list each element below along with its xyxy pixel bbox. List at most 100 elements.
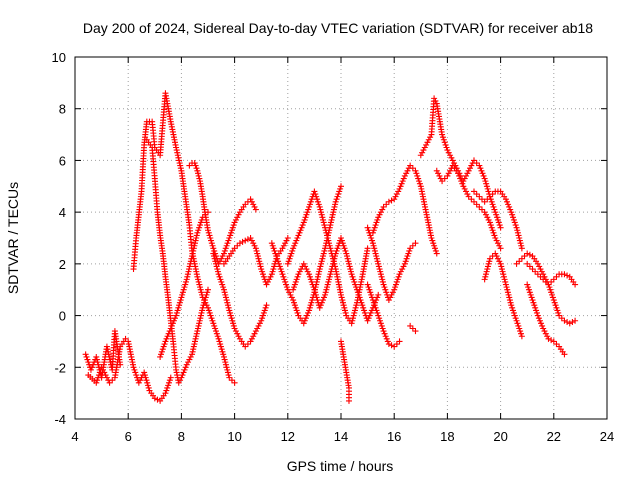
data-point-interp [285, 258, 292, 265]
data-point-interp [489, 201, 496, 208]
data-point-interp [269, 268, 276, 275]
data-point-interp [250, 333, 257, 340]
data-point-interp [536, 263, 543, 270]
data-point-interp [182, 364, 189, 371]
data-point [252, 245, 259, 252]
data-point-interp [195, 227, 202, 234]
data-point-interp [317, 206, 324, 213]
data-point-interp [191, 242, 198, 249]
data-point-interp [493, 211, 500, 218]
data-point-interp [195, 170, 202, 177]
data-point [375, 260, 382, 267]
data-point-interp [297, 227, 304, 234]
data-point-interp [532, 268, 539, 275]
data-point-interp [334, 193, 341, 200]
data-point-interp [330, 206, 337, 213]
data-point [380, 328, 387, 335]
data-point [364, 224, 371, 231]
data-point-interp [275, 260, 282, 267]
data-point-interp [163, 387, 170, 394]
data-point-interp [532, 304, 539, 311]
data-point-interp [259, 268, 266, 275]
data-point-interp [193, 165, 200, 172]
data-point-interp [212, 325, 219, 332]
data-point [561, 317, 568, 324]
data-point-interp [337, 185, 344, 192]
data-point-interp [415, 175, 422, 182]
data-point-interp [510, 307, 517, 314]
data-point [175, 379, 182, 386]
data-point-interp [365, 315, 372, 322]
data-point-interp [244, 236, 251, 243]
data-point-interp [102, 372, 109, 379]
data-point-interp [251, 203, 258, 210]
data-point [220, 353, 227, 360]
data-point-interp [376, 266, 383, 273]
data-point-interp [176, 302, 183, 309]
data-point [226, 374, 233, 381]
data-point-interp [166, 328, 173, 335]
data-point [471, 198, 477, 205]
data-point-interp [168, 322, 175, 329]
data-point-interp [192, 335, 199, 342]
data-point-interp [494, 240, 501, 247]
data-point-interp [548, 289, 555, 296]
data-point [481, 209, 488, 216]
data-point-interp [335, 242, 342, 249]
data-point-interp [440, 136, 447, 143]
data-point-interp [314, 196, 321, 203]
data-point-interp [323, 286, 330, 293]
data-point [98, 364, 105, 371]
data-point-interp [280, 242, 287, 249]
data-point-interp [315, 201, 322, 208]
data-point-interp [131, 366, 138, 373]
data-point-interp [193, 330, 200, 337]
data-point [82, 351, 89, 358]
data-point-interp [325, 278, 332, 285]
data-point [513, 317, 520, 324]
data-point-interp [447, 152, 454, 159]
data-point-interp [222, 361, 229, 368]
data-point-interp [328, 266, 335, 273]
data-point-interp [331, 203, 338, 210]
data-point-interp [196, 317, 203, 324]
data-point-interp [298, 266, 305, 273]
data-point [561, 351, 568, 358]
data-point-interp [459, 180, 466, 187]
data-point-interp [510, 214, 517, 221]
y-tick-label: 6 [59, 153, 66, 168]
data-point [518, 333, 525, 340]
data-point-interp [209, 242, 216, 249]
data-point-interp [389, 289, 396, 296]
data-point-interp [516, 325, 523, 332]
data-point [471, 188, 477, 195]
data-point-interp [224, 366, 231, 373]
data-point-interp [324, 281, 331, 288]
data-point-interp [276, 263, 283, 270]
data-point [348, 271, 355, 278]
data-point-interp [503, 198, 510, 205]
data-point [391, 343, 398, 350]
data-point-interp [509, 211, 516, 218]
data-point [369, 229, 376, 236]
y-tick-label: 8 [59, 102, 66, 117]
data-point-interp [161, 341, 168, 348]
data-point-interp [254, 325, 261, 332]
data-point-interp [282, 278, 289, 285]
data-point-interp [395, 188, 402, 195]
data-point [508, 209, 515, 216]
data-point-interp [504, 289, 511, 296]
data-point-interp [341, 304, 348, 311]
data-point [417, 152, 424, 159]
data-point-interp [322, 289, 329, 296]
data-point [529, 297, 536, 304]
data-point-interp [414, 172, 421, 179]
data-point [332, 198, 339, 205]
data-point-interp [441, 139, 448, 146]
data-point-interp [335, 191, 342, 198]
data-point-interp [377, 320, 384, 327]
data-point [306, 307, 313, 314]
data-point-interp [564, 272, 571, 279]
x-tick-label: 12 [281, 429, 295, 444]
data-point-interp [377, 271, 384, 278]
